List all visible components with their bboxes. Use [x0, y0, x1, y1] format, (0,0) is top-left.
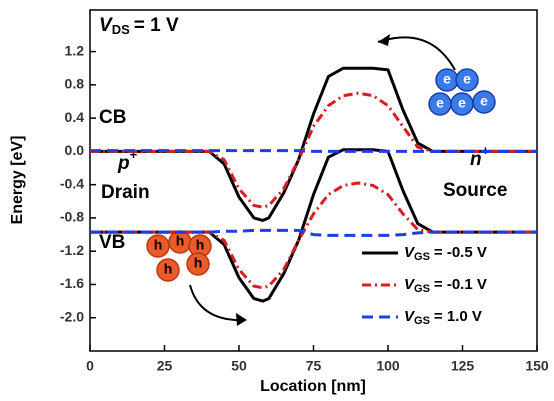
- legend-rest: = 1.0 V: [434, 308, 482, 325]
- drain-label: Drain: [101, 182, 150, 203]
- legend-label: VGS = -0.5 V: [404, 244, 487, 263]
- y-tick-label: -1.6: [60, 275, 84, 291]
- x-axis-label: Location [nm]: [260, 378, 366, 395]
- legend-rest: = -0.1 V: [434, 276, 487, 293]
- legend-sub: GS: [414, 251, 430, 263]
- y-tick-label: -0.4: [60, 175, 84, 191]
- arrow-head: [236, 313, 247, 326]
- electron: [455, 68, 479, 92]
- legend-label: VGS = 1.0 V: [404, 308, 482, 327]
- legend-sub: GS: [414, 315, 430, 327]
- y-tick-label: 1.2: [65, 42, 85, 58]
- p-sup: +: [130, 147, 138, 162]
- electron-label: e: [463, 71, 471, 87]
- hole-label: h: [196, 237, 205, 253]
- vb-label: VB: [99, 232, 125, 253]
- electron-label: e: [480, 93, 488, 109]
- source-label: Source: [443, 180, 507, 201]
- vds-label: VDS = 1 V: [99, 15, 179, 37]
- hole-label: h: [164, 261, 173, 277]
- legend-label: VGS = -0.1 V: [404, 276, 487, 295]
- hole-label: h: [154, 237, 163, 253]
- x-tick-label: 25: [157, 358, 173, 374]
- x-tick-label: 100: [376, 358, 400, 374]
- y-tick-label: -1.2: [60, 242, 84, 258]
- y-axis-label: Energy [eV]: [9, 136, 26, 225]
- p-symbol: p: [117, 153, 130, 174]
- hole-label: h: [194, 255, 203, 271]
- x-tick-label: 0: [86, 358, 94, 374]
- electron-label: e: [436, 95, 444, 111]
- x-tick-label: 50: [231, 358, 247, 374]
- legend-symbol: V: [404, 308, 416, 325]
- legend-symbol: V: [404, 276, 416, 293]
- vds-rest: = 1 V: [134, 15, 179, 36]
- legend-rest: = -0.5 V: [434, 244, 487, 261]
- band-line: [90, 149, 537, 153]
- n-symbol: n: [470, 149, 482, 170]
- x-tick-label: 150: [525, 358, 549, 374]
- hole: [156, 258, 180, 282]
- hole-label: h: [176, 233, 185, 249]
- electron-label: e: [458, 95, 466, 111]
- electron: [472, 90, 496, 114]
- arrow-head: [378, 34, 390, 46]
- cb-label: CB: [99, 107, 126, 128]
- p-label: p+: [117, 147, 138, 174]
- hole: [186, 252, 210, 276]
- y-tick-label: 0.0: [65, 142, 85, 158]
- y-tick-label: 0.4: [65, 109, 85, 125]
- x-tick-label: 75: [306, 358, 322, 374]
- legend-symbol: V: [404, 244, 416, 261]
- n-label: n+: [470, 143, 490, 170]
- legend-sub: GS: [414, 283, 430, 295]
- y-tick-label: -2.0: [60, 308, 84, 324]
- y-tick-label: 0.8: [65, 76, 85, 92]
- band-line: [90, 228, 537, 237]
- electron-label: e: [443, 71, 451, 87]
- x-tick-label: 125: [451, 358, 475, 374]
- vds-symbol: V: [99, 15, 113, 36]
- electron-arrow: [377, 36, 456, 71]
- vds-sub: DS: [112, 22, 130, 37]
- y-tick-label: -0.8: [60, 209, 84, 225]
